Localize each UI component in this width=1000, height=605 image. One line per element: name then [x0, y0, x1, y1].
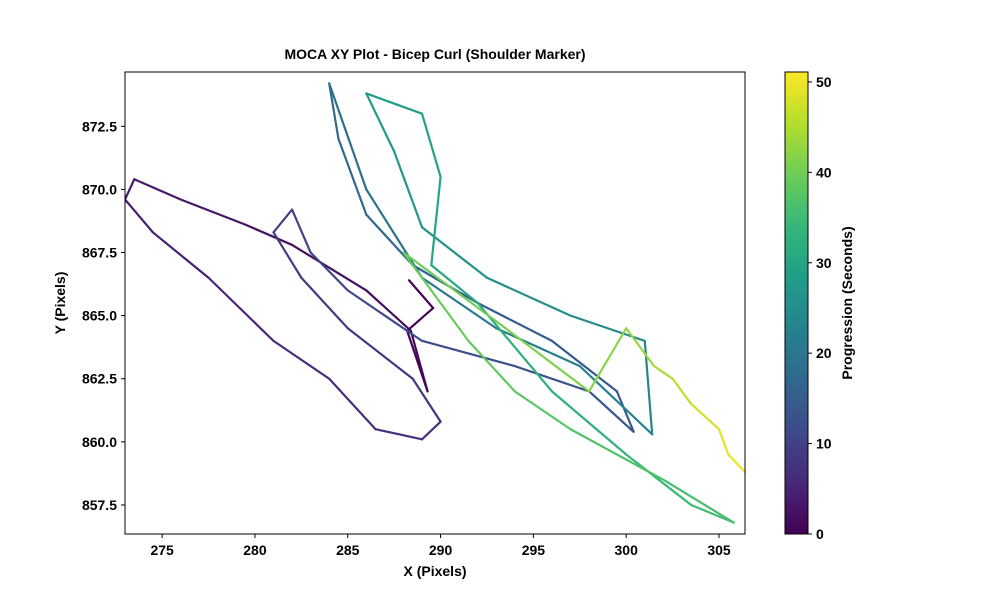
- chart-title: MOCA XY Plot - Bicep Curl (Shoulder Mark…: [284, 46, 585, 62]
- x-tick-label: 290: [429, 542, 453, 558]
- trajectory-segment: [300, 276, 349, 330]
- trajectory-segment: [467, 339, 516, 393]
- trajectory-segment: [290, 243, 368, 292]
- y-axis-label: Y (Pixels): [52, 272, 68, 335]
- trajectory-segment: [578, 365, 654, 436]
- colorbar-tick-label: 20: [816, 345, 832, 361]
- trajectory-segment: [393, 150, 424, 229]
- y-tick-label: 867.5: [82, 245, 117, 261]
- trajectory-segment: [513, 365, 591, 393]
- y-tick-label: 865.0: [82, 308, 117, 324]
- trajectory-segment: [504, 327, 591, 393]
- plot-frame: [124, 71, 746, 535]
- y-tick-label: 860.0: [82, 434, 117, 450]
- colorbar-tick-label: 30: [816, 255, 832, 271]
- trajectory-segment: [587, 390, 635, 433]
- trajectory-segment: [690, 503, 735, 524]
- trajectory-segment: [365, 92, 424, 115]
- trajectory-segment: [365, 289, 412, 332]
- trajectory-segment: [125, 178, 136, 201]
- trajectory-segment: [430, 264, 479, 305]
- trajectory-segment: [125, 198, 154, 234]
- trajectory-segment: [671, 377, 693, 406]
- trajectory-segment: [727, 453, 745, 474]
- y-tick-label: 862.5: [82, 371, 117, 387]
- y-tick-label: 870.0: [82, 181, 117, 197]
- trajectory-segment: [587, 327, 628, 393]
- trajectory-segment: [717, 428, 730, 456]
- x-tick-label: 285: [336, 542, 360, 558]
- trajectory-segment: [151, 231, 210, 279]
- trajectory-segment: [495, 327, 581, 368]
- trajectory-segment: [272, 231, 303, 279]
- trajectory: [125, 82, 745, 524]
- trajectory-segment: [328, 82, 340, 141]
- x-tick-label: 295: [522, 542, 546, 558]
- trajectory-segment: [337, 137, 368, 216]
- trajectory-segment: [365, 188, 424, 279]
- trajectory-segment: [309, 251, 349, 292]
- trajectory-segment: [409, 329, 429, 393]
- trajectory-segment: [615, 390, 635, 433]
- trajectory-segment: [420, 276, 498, 330]
- x-axis-label: X (Pixels): [403, 563, 466, 579]
- x-tick-label: 280: [243, 542, 267, 558]
- x-tick-label: 305: [707, 542, 731, 558]
- trajectory-segment: [411, 377, 442, 423]
- trajectory-segment: [207, 276, 275, 342]
- trajectory-segment: [550, 339, 619, 393]
- trajectory-segment: [476, 301, 554, 342]
- trajectory-segment: [346, 289, 424, 342]
- trajectory-segment: [179, 198, 247, 226]
- trajectory-segment: [662, 478, 735, 524]
- trajectory-segment: [652, 365, 674, 380]
- trajectory-segment: [420, 112, 442, 178]
- trajectory-segment: [690, 402, 721, 431]
- trajectory-segment: [569, 428, 665, 481]
- trajectory-segment: [550, 390, 628, 456]
- trajectory-segment: [374, 428, 424, 441]
- x-tick-label: 300: [615, 542, 639, 558]
- trajectory-segment: [513, 390, 572, 431]
- trajectory-segment: [430, 175, 442, 267]
- trajectory-segment: [244, 223, 294, 247]
- trajectory-segment: [485, 276, 572, 317]
- trajectory-segment: [365, 213, 414, 267]
- trajectory-segment: [328, 377, 377, 431]
- trajectory-segment: [272, 339, 331, 380]
- colorbar-tick-label: 50: [816, 74, 832, 90]
- trajectory-segment: [625, 453, 693, 507]
- colorbar-label: Progression (Seconds): [839, 226, 855, 379]
- y-tick-label: 857.5: [82, 497, 117, 513]
- trajectory-segment: [290, 208, 312, 254]
- trajectory-segment: [407, 279, 435, 310]
- trajectory-segment: [406, 306, 435, 332]
- colorbar-tick-label: 40: [816, 164, 832, 180]
- colorbar: [784, 71, 809, 535]
- trajectory-segment: [402, 251, 507, 330]
- trajectory-segment: [346, 327, 414, 380]
- trajectory-segment: [272, 208, 294, 234]
- trajectory-segment: [133, 178, 182, 201]
- trajectory-segment: [420, 420, 442, 441]
- trajectory-segment: [420, 339, 516, 368]
- x-tick-label: 275: [150, 542, 174, 558]
- colorbar-tick-label: 10: [816, 436, 832, 452]
- trajectory-segment: [365, 92, 396, 153]
- colorbar-tick-label: 0: [816, 526, 824, 542]
- trajectory-segment: [328, 82, 368, 191]
- trajectory-segment: [402, 251, 470, 342]
- trajectory-segment: [420, 226, 489, 279]
- trajectory-segment: [625, 327, 656, 368]
- y-tick-label: 872.5: [82, 118, 117, 134]
